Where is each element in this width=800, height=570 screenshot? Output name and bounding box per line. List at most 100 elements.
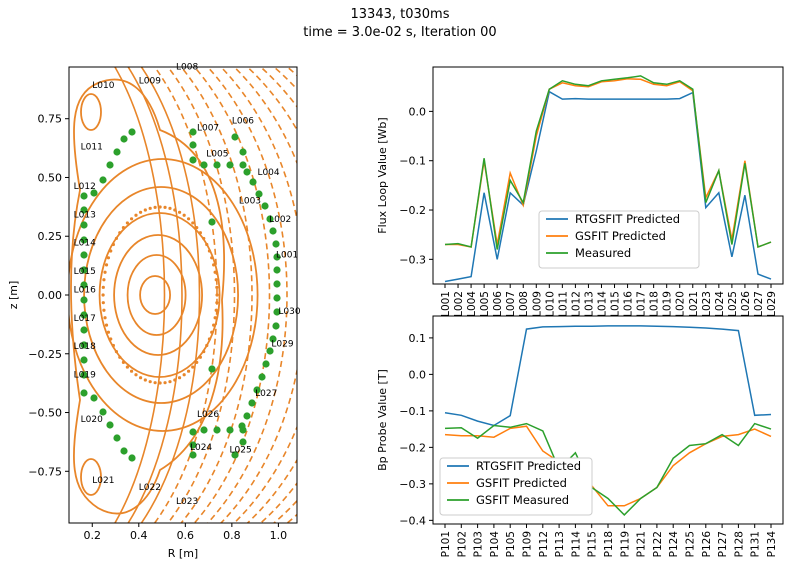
sensor-marker: [80, 266, 88, 274]
sensor-marker: [80, 221, 88, 229]
legend: RTGSFIT Predicted GSFIT Predicted GSFIT Me…: [439, 457, 593, 516]
legend-label: Measured: [575, 246, 631, 260]
y-tick-label: −0.75: [28, 465, 62, 478]
sensor-marker: [80, 371, 88, 379]
sensor-marker: [80, 311, 88, 319]
flux-surface-contour: [126, 254, 187, 336]
lcfs-point: [134, 213, 138, 217]
y-axis-label: z [m]: [7, 281, 20, 310]
open-flux-contour: [246, 67, 297, 523]
lcfs-point: [103, 270, 107, 274]
flux-loop-label: L026: [197, 410, 219, 420]
y-tick-label: −0.3: [399, 253, 426, 266]
open-flux-contour: [127, 67, 183, 523]
sensor-marker: [106, 161, 114, 169]
legend: RTGSFIT Predicted GSFIT Predicted Measured: [538, 210, 700, 269]
flux-loop-label: L025: [230, 445, 252, 455]
x-tick-label: L027: [753, 291, 765, 317]
y-axis-label: Flux Loop Value [Wb]: [376, 117, 389, 233]
lcfs-point: [210, 330, 214, 334]
sensor-marker: [243, 412, 251, 420]
open-flux-contour: [259, 67, 297, 523]
y-tick-label: −0.4: [399, 514, 426, 527]
sensor-marker: [248, 399, 256, 407]
lcfs-point: [118, 355, 122, 359]
x-tick-label: L025: [727, 291, 739, 317]
sensor-marker: [258, 373, 266, 381]
x-tick-label: L012: [570, 291, 582, 317]
open-flux-contour: [140, 67, 201, 523]
sensor-marker: [200, 426, 208, 434]
legend-label: GSFIT Predicted: [575, 229, 666, 243]
series-line-rtgsfit-predicted: [444, 90, 772, 283]
lcfs-point: [215, 285, 219, 289]
lcfs-point: [191, 221, 195, 225]
y-tick-label: 0.75: [38, 113, 63, 126]
lcfs-point: [215, 293, 219, 297]
lcfs-point: [134, 373, 138, 377]
flux-surface-contour: [69, 158, 259, 432]
sensor-marker: [273, 280, 281, 288]
legend-label: GSFIT Predicted: [476, 476, 567, 490]
x-tick-label: L001: [440, 291, 452, 317]
lcfs-point: [103, 316, 107, 320]
x-tick-label: L010: [544, 291, 556, 317]
sensor-marker: [238, 422, 246, 430]
lcfs-point: [109, 337, 113, 341]
sensor-marker: [80, 206, 88, 214]
x-tick-label: P119: [619, 531, 631, 557]
lcfs-point: [173, 378, 177, 382]
lcfs-point: [101, 293, 105, 297]
sensor-marker: [80, 389, 88, 397]
lcfs-point: [153, 381, 157, 385]
equilibrium-contour-plot: L001L002L003L004L005L006L007L008L009L010…: [7, 62, 410, 560]
sensor-marker: [120, 447, 128, 455]
y-tick-label: −0.1: [399, 155, 426, 168]
sensor-marker: [239, 148, 247, 156]
lcfs-point: [186, 217, 191, 221]
flux-loop-label: L013: [74, 210, 96, 220]
y-tick-label: 0.1: [409, 332, 427, 345]
x-tick-label: L005: [479, 291, 491, 317]
lcfs-point: [104, 263, 109, 267]
x-tick-label: L013: [583, 291, 595, 317]
x-tick-label: P103: [473, 531, 485, 557]
y-axis-label: Bp Probe Value [T]: [376, 369, 389, 471]
sensor-marker: [120, 135, 128, 143]
figure-title-line1: 13343, t030ms: [351, 7, 450, 22]
open-flux-contour: [153, 67, 218, 523]
x-tick-label: P126: [701, 531, 713, 558]
lcfs-point: [106, 256, 111, 260]
lcfs-point: [182, 213, 186, 217]
axes-frame: [432, 66, 784, 285]
lcfs-point: [207, 337, 212, 341]
sensor-marker: [266, 347, 274, 355]
flux-loop-label: L012: [74, 182, 96, 192]
sensor-marker: [80, 326, 88, 334]
open-flux-contour: [294, 62, 410, 528]
y-tick-label: 0.0: [409, 368, 427, 381]
flux-loop-label: L029: [271, 340, 293, 350]
flux-loop-label: L015: [74, 267, 96, 277]
open-flux-contour: [113, 67, 166, 523]
x-tick-label: L019: [662, 291, 674, 317]
sensor-marker: [80, 296, 88, 304]
lcfs-point: [191, 365, 195, 369]
x-tick-label: P112: [538, 531, 550, 557]
x-tick-label: P134: [766, 531, 778, 558]
x-point-lobe-contour: [80, 93, 102, 131]
sensor-marker: [262, 360, 270, 368]
lcfs-point: [182, 373, 186, 377]
flux-loop-label: L011: [81, 142, 103, 152]
x-tick-label: L002: [453, 291, 465, 317]
sensor-marker: [261, 202, 269, 210]
y-tick-label: 0.0: [409, 105, 427, 118]
lcfs-point: [163, 381, 167, 385]
sensor-marker: [128, 454, 136, 462]
lcfs-point: [210, 256, 214, 260]
sensor-marker: [99, 176, 107, 184]
flux-surface-contour: [139, 275, 171, 315]
sensor-marker: [113, 434, 121, 442]
x-tick-label: L026: [740, 291, 752, 317]
open-flux-contour: [206, 67, 288, 523]
